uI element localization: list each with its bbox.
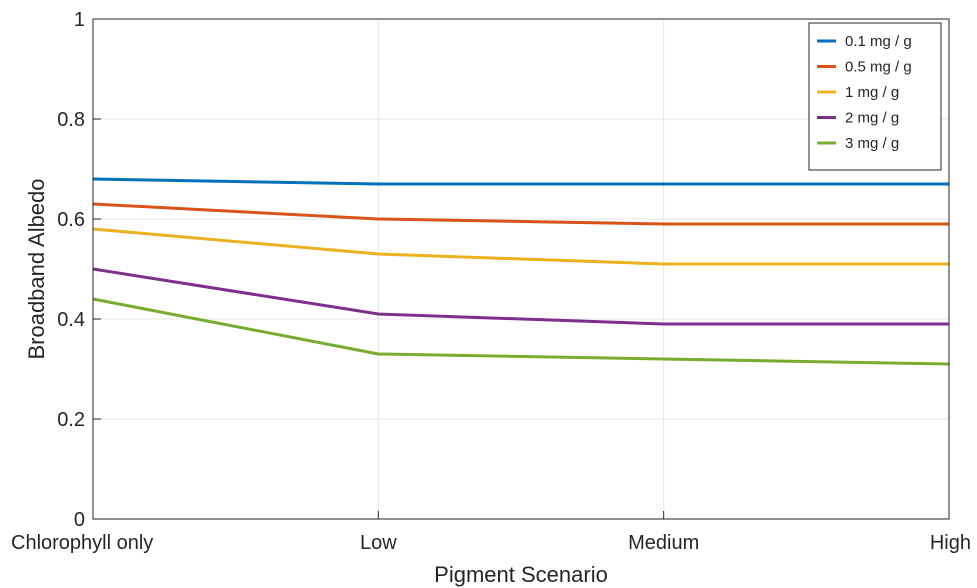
series-line <box>92 267 949 326</box>
series-lines <box>92 177 950 366</box>
y-tick-label: 0.2 <box>57 409 85 431</box>
y-axis-ticks: 0 0.2 0.4 0.6 0.8 1 <box>57 9 101 531</box>
y-tick-label: 0.4 <box>57 309 85 331</box>
series-line <box>92 227 949 266</box>
x-tick-label: High <box>930 532 971 554</box>
series-line <box>92 177 949 186</box>
y-tick-label: 0 <box>74 509 85 531</box>
y-tick-label: 1 <box>74 9 85 31</box>
x-axis-ticks: Chlorophyll only Low Medium High <box>11 511 971 554</box>
y-tick-label: 0.8 <box>57 109 85 131</box>
legend-label: 3 mg / g <box>845 135 899 152</box>
legend-label: 1 mg / g <box>845 84 899 101</box>
x-tick-label: Low <box>360 532 397 554</box>
x-tick-label: Medium <box>628 532 699 554</box>
legend-label: 0.1 mg / g <box>845 33 912 50</box>
series-line <box>92 297 950 366</box>
legend: 0.1 mg / g 0.5 mg / g 1 mg / g 2 mg / g 3 mg… <box>808 22 942 171</box>
legend-label: 2 mg / g <box>845 110 899 127</box>
y-tick-label: 0.6 <box>57 209 85 231</box>
x-axis-title: Pigment Scenario <box>434 562 608 587</box>
y-axis-title: Broadband Albedo <box>24 178 49 359</box>
plot-frame <box>92 18 950 520</box>
legend-label: 0.5 mg / g <box>845 59 912 76</box>
series-line <box>92 202 949 226</box>
x-tick-label: Chlorophyll only <box>11 532 153 554</box>
plot-area <box>93 19 949 519</box>
legend-box <box>808 22 942 171</box>
